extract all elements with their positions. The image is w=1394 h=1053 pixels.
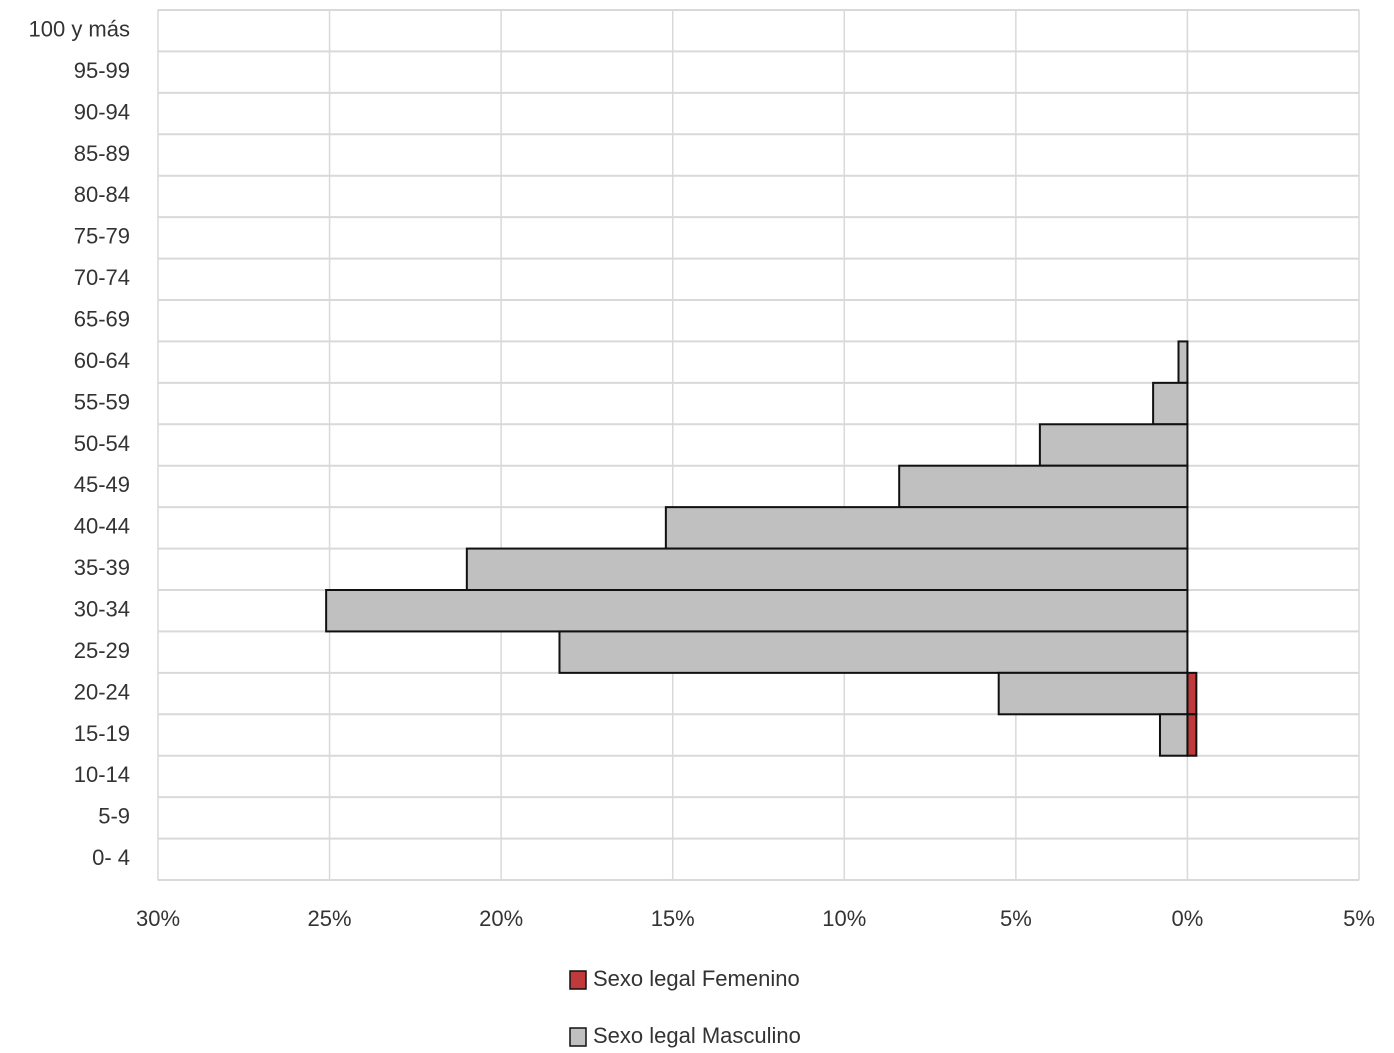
y-tick-label: 100 y más [29,17,131,42]
bar [465,547,1189,591]
y-tick-label: 65-69 [74,307,130,332]
bar [898,464,1189,509]
x-tick-label: 5% [1000,906,1032,931]
x-tick-label: 15% [651,906,695,931]
x-tick-label: 0% [1172,906,1204,931]
y-tick-label: 30-34 [74,597,130,622]
y-tick-label: 60-64 [74,348,130,373]
legend-label: Sexo legal Masculino [593,1023,801,1048]
y-tick-label: 20-24 [74,679,130,704]
x-tick-label: 10% [822,906,866,931]
bar [1177,340,1189,384]
y-tick-label: 50-54 [74,431,130,456]
bar [1038,423,1189,467]
y-tick-label: 0- 4 [92,845,130,870]
y-tick-label: 80-84 [74,182,130,207]
x-tick-label: 30% [136,906,180,931]
y-tick-label: 90-94 [74,99,130,124]
bar [558,630,1189,674]
y-tick-label: 25-29 [74,638,130,663]
bar [1152,381,1189,426]
bar [325,589,1189,633]
bar [997,671,1189,716]
y-tick-label: 55-59 [74,389,130,414]
x-tick-label: 25% [308,906,352,931]
y-tick-label: 45-49 [74,472,130,497]
bar [664,506,1189,550]
legend-label: Sexo legal Femenino [593,966,800,991]
y-tick-label: 95-99 [74,58,130,83]
legend-swatch [569,970,587,990]
x-tick-label: 5% [1343,906,1375,931]
y-tick-label: 70-74 [74,265,130,290]
y-tick-label: 15-19 [74,721,130,746]
y-tick-label: 10-14 [74,762,130,787]
bar [1158,713,1189,757]
bar [1186,713,1198,757]
x-tick-label: 20% [479,906,523,931]
y-tick-label: 75-79 [74,224,130,249]
legend-swatch [569,1027,587,1047]
y-tick-label: 40-44 [74,514,130,539]
y-tick-label: 35-39 [74,555,130,580]
bar [1186,671,1198,716]
y-tick-label: 5-9 [98,804,130,829]
y-tick-label: 85-89 [74,141,130,166]
